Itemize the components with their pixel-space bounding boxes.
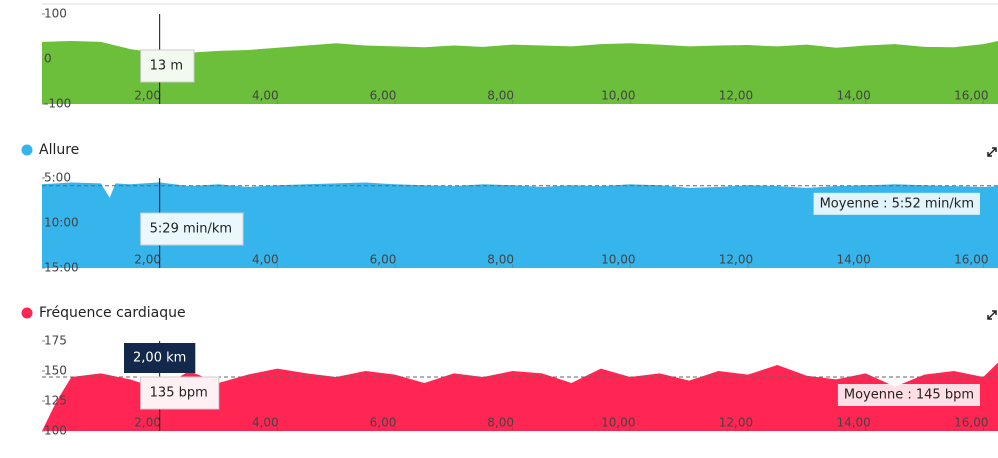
- tooltip: 135 bpm: [140, 376, 220, 410]
- mean-label-text: Moyenne : 5:52 min/km: [820, 196, 974, 211]
- tooltip: 5:29 min/km: [140, 212, 244, 246]
- crosshair-label-text: 2,00 km: [133, 351, 186, 366]
- y-tick-label: 150: [44, 364, 67, 378]
- x-tick-label: 2,00: [134, 253, 161, 267]
- area: [42, 182, 998, 268]
- x-tick-label: 6,00: [370, 253, 397, 267]
- x-tick-label: 14,00: [836, 253, 870, 267]
- area: [42, 362, 998, 431]
- mean-label-box: [837, 384, 980, 406]
- x-tick-label: 10,00: [601, 253, 635, 267]
- mean-label-box: [813, 192, 980, 215]
- x-tick-label: 14,00: [836, 89, 870, 103]
- x-tick-label: 14,00: [836, 416, 870, 430]
- x-tick-label: 2,00: [134, 416, 161, 430]
- tooltip-box: [140, 212, 244, 246]
- expand-icon[interactable]: [987, 147, 997, 320]
- tooltip-text: 135 bpm: [150, 386, 208, 401]
- x-tick-label: 6,00: [370, 416, 397, 430]
- x-tick-label: 4,00: [252, 253, 279, 267]
- x-tick-label: 16,00: [954, 253, 988, 267]
- x-tick-label: 12,00: [719, 416, 753, 430]
- x-tick-label: 4,00: [252, 89, 279, 103]
- tooltip: 13 m: [140, 49, 195, 83]
- y-tick-label: -100: [44, 97, 71, 111]
- y-tick-label: 15:00: [44, 261, 79, 275]
- y-tick-label: 175: [44, 334, 67, 348]
- y-tick-label: 100: [44, 424, 67, 438]
- y-tick-label: 10:00: [44, 216, 79, 230]
- legend-label: Allure: [39, 142, 79, 158]
- x-tick-label: 4,00: [252, 416, 279, 430]
- x-tick-label: 2,00: [134, 89, 161, 103]
- x-tick-label: 12,00: [719, 89, 753, 103]
- area: [42, 41, 998, 104]
- mean-label: Moyenne : 145 bpm: [837, 384, 980, 406]
- expand-icon-path: [987, 310, 997, 320]
- mean-label-text: Moyenne : 145 bpm: [844, 388, 974, 403]
- mean-label: Moyenne : 5:52 min/km: [813, 192, 980, 215]
- y-tick-label: 100: [44, 7, 67, 21]
- tooltip-box: [140, 376, 220, 410]
- y-tick-label: 125: [44, 394, 67, 408]
- crosshair-label: 2,00 km: [124, 343, 196, 373]
- legend-marker: [21, 144, 33, 156]
- x-tick-label: 6,00: [370, 89, 397, 103]
- expand-icon-path: [987, 147, 997, 157]
- x-tick-label: 16,00: [954, 89, 988, 103]
- tooltip-text: 13 m: [150, 59, 183, 74]
- legend-marker: [21, 307, 33, 319]
- legend-label: Fréquence cardiaque: [39, 305, 186, 321]
- x-tick-label: 12,00: [719, 253, 753, 267]
- x-tick-label: 8,00: [487, 416, 514, 430]
- x-tick-label: 8,00: [487, 89, 514, 103]
- x-tick-label: 10,00: [601, 416, 635, 430]
- tooltip-box: [140, 49, 195, 83]
- x-tick-label: 8,00: [487, 253, 514, 267]
- tooltip-text: 5:29 min/km: [150, 222, 232, 237]
- x-tick-label: 10,00: [601, 89, 635, 103]
- crosshair-label-box: [124, 343, 196, 373]
- y-tick-label: 0: [44, 52, 52, 66]
- x-tick-label: 16,00: [954, 416, 988, 430]
- y-tick-label: 5:00: [44, 171, 71, 185]
